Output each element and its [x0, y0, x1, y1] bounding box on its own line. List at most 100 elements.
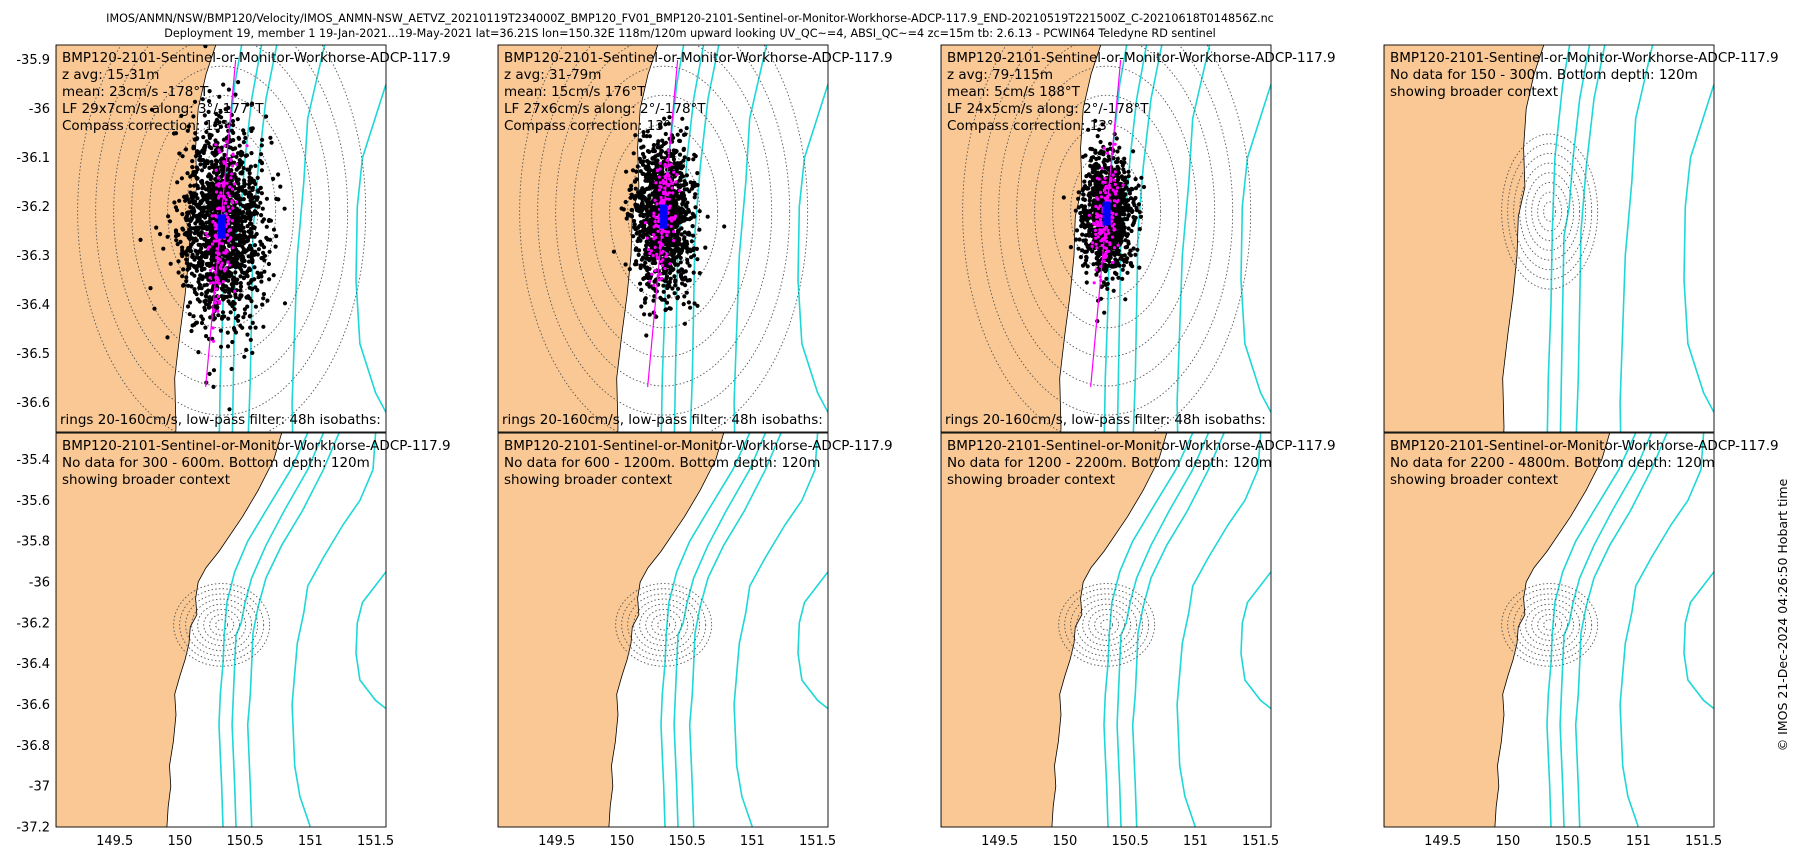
panel-3-point: [1138, 214, 1143, 219]
panel-2-point: [682, 321, 688, 326]
panel-2-point: [640, 162, 646, 167]
panel-1-point: [236, 313, 241, 319]
panel-1-point: [247, 266, 252, 271]
panel-2-point: [637, 156, 643, 161]
panel-1-point: [258, 200, 263, 205]
panel-5-isobath-4: [355, 571, 386, 710]
panel-1-point: [253, 325, 258, 330]
panel-2-point: [633, 247, 638, 252]
panel-3-lowpass-point: [1094, 242, 1098, 246]
panel-1-point: [235, 261, 240, 266]
panel-5-ring-2: [203, 608, 241, 641]
panel-1-point: [201, 184, 206, 189]
panel-4-isobath-2: [1575, 45, 1606, 432]
panel-3-point: [1084, 185, 1089, 191]
panel-2-point: [675, 248, 680, 253]
panel-1-text-line-4: Compass correction: 13°: [62, 118, 229, 134]
panel-7-isobath-0: [1103, 433, 1194, 827]
panel-2-point: [678, 160, 683, 165]
panel-7-ring-2: [1088, 608, 1126, 641]
panel-1-point: [248, 279, 253, 285]
panel-2-lowpass-point: [662, 200, 666, 204]
panel-2-text-line-1: z avg: 31-79m: [504, 67, 601, 83]
panel-7-ring-6: [1064, 588, 1150, 662]
panel-3-ring-4: [1016, 65, 1198, 358]
panel-3-point: [1102, 165, 1107, 170]
panel-2-point: [632, 225, 637, 230]
panel-1-point: [238, 281, 243, 286]
panel-1-point: [248, 325, 253, 330]
panel-1-point: [237, 143, 242, 148]
panel-3-lowpass-point: [1098, 190, 1103, 195]
panel-1-point: [234, 206, 239, 211]
panel-3-point: [1076, 196, 1081, 201]
panel-1-point: [204, 159, 209, 164]
panel-1-point: [201, 158, 206, 163]
panel-1-point: [221, 296, 227, 301]
panel-1-point: [237, 296, 242, 302]
panel-2-point: [703, 245, 708, 250]
panel-5-ring-1: [209, 614, 235, 636]
panel-2-point: [655, 196, 660, 201]
panel-3-lowpass-point: [1108, 186, 1112, 190]
panel-1-lowpass-point: [211, 220, 215, 224]
panel-2-point: [644, 217, 649, 222]
panel-2-lowpass-point: [667, 217, 672, 221]
panel-1-point: [267, 249, 272, 254]
panel-5-frame: [55, 432, 387, 828]
panel-2-lowpass-point: [658, 272, 663, 276]
panel-1-point: [203, 294, 208, 299]
panel-1-point: [209, 146, 214, 151]
panel-3-point: [1106, 154, 1111, 159]
panel-3-lowpass-point: [1111, 188, 1115, 192]
panel-1-point: [175, 180, 180, 185]
panel-2-isobath-4: [797, 83, 828, 413]
panel-2-lowpass-point: [677, 189, 682, 193]
panel-7-xtick-4: 151.5: [1242, 834, 1279, 849]
panel-1-lowpass-point: [211, 326, 215, 330]
panel-3-point: [1083, 261, 1088, 266]
panel-6-group: BMP120-2101-Sentinel-or-Monitor-Workhors…: [497, 432, 893, 849]
panel-2-point: [665, 248, 670, 253]
panel-2-ring-3: [591, 94, 737, 329]
panel-1-ytick-3: -36.3: [16, 249, 50, 264]
panel-3-lowpass-point: [1096, 213, 1100, 217]
panel-1-point: [228, 310, 233, 315]
panel-1-lowpass-point: [217, 257, 221, 261]
panel-1-point: [243, 191, 248, 196]
panel-2-point: [668, 306, 673, 311]
panel-1-point: [262, 269, 267, 274]
panel-3-point: [1084, 280, 1089, 285]
panel-7-isobath-2: [1131, 433, 1225, 827]
panel-1-point: [246, 202, 251, 208]
panel-2-point: [691, 248, 696, 253]
panel-3-point: [1128, 248, 1133, 253]
panel-2-lowpass-point: [665, 158, 669, 162]
panel-2-point: [687, 217, 692, 222]
panel-8-ring-3: [1525, 603, 1575, 647]
panel-1-isobath-3: [291, 45, 326, 432]
panel-3-point: [1125, 270, 1130, 275]
panel-1-point: [214, 111, 219, 117]
panel-1-point: [230, 119, 236, 124]
panel-2-lowpass-point: [652, 233, 656, 237]
panel-3-point: [1120, 193, 1125, 199]
panel-1-point: [241, 232, 246, 237]
panel-3-point: [1068, 245, 1073, 250]
panel-2-point: [682, 230, 688, 235]
panel-8-xtick-1: 150: [1495, 834, 1520, 849]
panel-2-lowpass-point: [657, 188, 662, 192]
panel-1-lowpass-point: [229, 176, 233, 180]
panel-3-lowpass-point: [1094, 236, 1098, 240]
panel-3-point: [1139, 175, 1144, 180]
panel-3-lowpass-point: [1103, 180, 1107, 184]
panel-3-point: [1113, 264, 1118, 269]
panel-1-point: [177, 151, 182, 156]
panel-3-point: [1093, 118, 1098, 123]
panel-3-point: [1116, 175, 1121, 180]
panel-1-point: [183, 195, 188, 200]
panel-1-point: [209, 252, 214, 257]
panel-1-point: [199, 314, 204, 319]
panel-2-point: [623, 262, 628, 267]
panel-2-point: [681, 242, 686, 247]
